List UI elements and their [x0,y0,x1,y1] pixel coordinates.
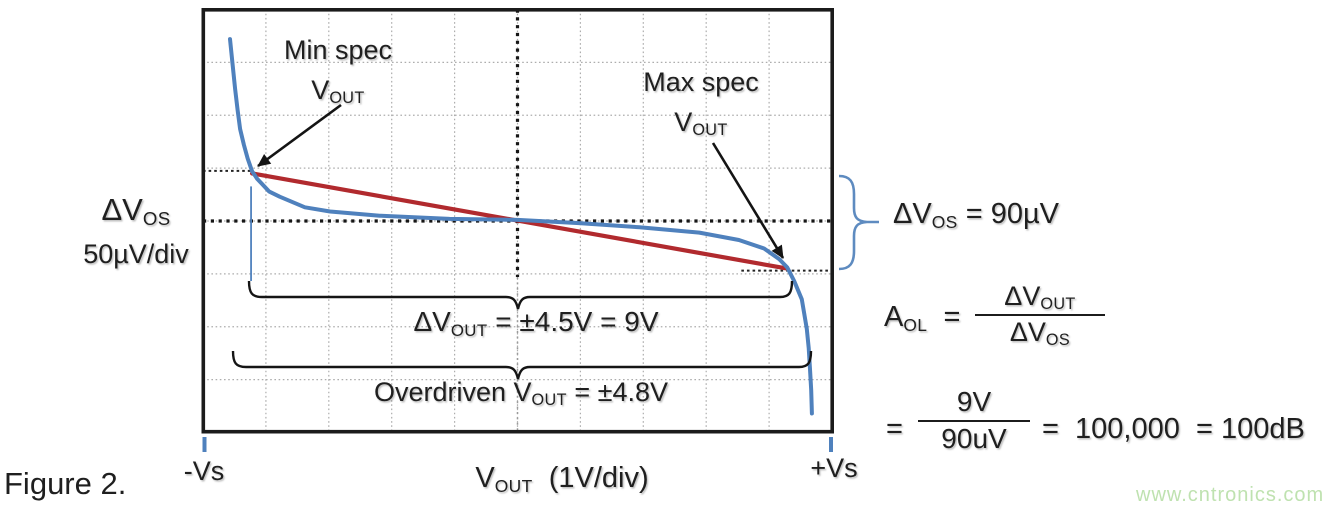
x-axis-neg-label: -Vs [183,456,225,486]
aol-symbol: AOL = [884,301,961,335]
aol-fraction-numerator: ΔVOUT [1004,281,1076,314]
plot-border [201,8,835,434]
fraction-bar [975,314,1105,316]
delta-vout-brace [247,280,794,310]
min-spec-callout: Min spec VOUT [284,30,392,114]
equals-sign: = [886,413,903,445]
watermark: www.cntronics.com [1136,484,1322,506]
aol-fraction: ΔVOUT ΔVOS [975,281,1105,350]
max-spec-line2: VOUT [674,107,728,140]
y-axis-subscript: OS [142,208,171,230]
x-axis-scale: (1V/div) [532,462,649,494]
min-spec-subscript: OUT [329,89,365,108]
figure-caption: Figure 2. [4,466,127,501]
y-axis-scale: 50µV/div [83,239,189,269]
aol-result: = 100,000 = 100dB [1042,413,1305,445]
y-axis-name: ΔVOS [101,192,171,230]
x-axis-pos-label: +Vs [810,453,858,483]
delta-vout-label: ΔVOUT = ±4.5V = 9V [413,306,659,340]
overdriven-vout-label: Overdriven VOUT = ±4.8V [373,377,669,410]
numeric-fraction-denominator: 90uV [941,423,1007,454]
min-spec-arrow [257,103,342,168]
delta-vos-value: ΔVOS = 90µV [893,198,1060,232]
measured-curve [228,37,814,416]
x-axis-label: VOUT (1V/div) [475,462,649,496]
numeric-fraction-numerator: 9V [956,386,992,417]
aol-fraction-denominator: ΔVOS [1009,317,1071,350]
min-spec-line2: VOUT [311,75,365,108]
delta-vos-brace [838,174,879,271]
data-series [228,37,814,416]
fraction-bar [918,420,1030,422]
max-spec-line1: Max spec [643,67,759,97]
max-spec-callout: Max spec VOUT [643,62,759,146]
numeric-fraction: 9V 90uV [918,386,1030,455]
overdriven-vout-brace [231,350,813,380]
y-axis-label: ΔVOS 50µV/div [83,190,189,274]
max-spec-subscript: OUT [692,121,728,140]
min-spec-line1: Min spec [283,35,393,65]
max-spec-arrow [711,142,785,259]
